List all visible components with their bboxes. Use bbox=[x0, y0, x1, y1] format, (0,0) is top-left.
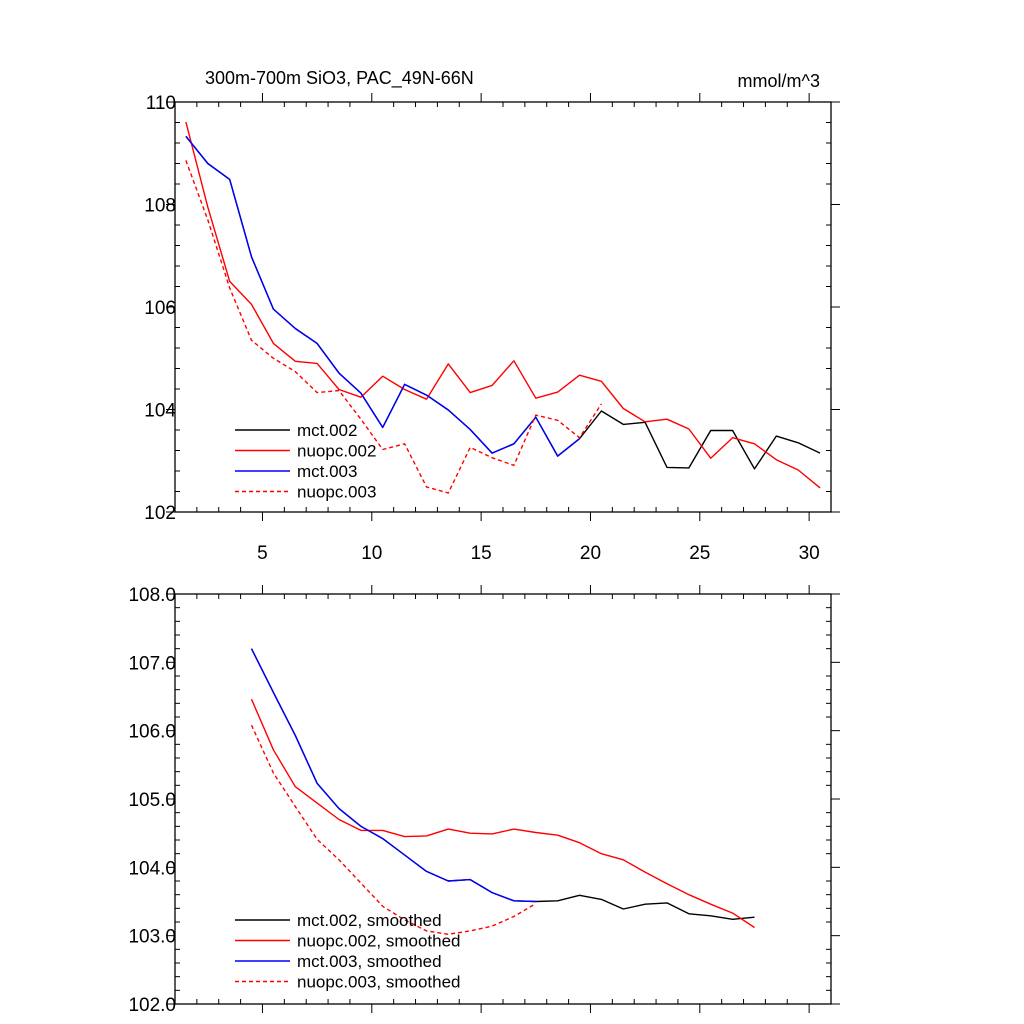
legend-label: nuopc.003, smoothed bbox=[297, 973, 461, 992]
legend-label: nuopc.002, smoothed bbox=[297, 932, 461, 951]
y-tick-label: 108 bbox=[144, 196, 176, 217]
y-tick-label: 102.0 bbox=[128, 995, 176, 1016]
top-panel: 5 10 15 20 25 30 102 104 106 108 110 mct.002 nuopc.0… bbox=[144, 93, 840, 564]
series-line-1 bbox=[185, 121, 821, 489]
y-tick-label: 108.0 bbox=[128, 585, 176, 606]
x-tick-label: 15 bbox=[471, 543, 492, 564]
y-tick-label: 103.0 bbox=[128, 927, 176, 948]
y-tick-label: 106.0 bbox=[128, 722, 176, 743]
x-tick-label: 25 bbox=[689, 543, 710, 564]
series-line-2 bbox=[250, 648, 536, 903]
legend-label: mct.003, smoothed bbox=[297, 952, 442, 971]
series-line-3 bbox=[250, 724, 537, 935]
legend-label: mct.002 bbox=[297, 421, 357, 440]
y-tick-label: 105.0 bbox=[128, 790, 176, 811]
y-tick-label: 102 bbox=[144, 503, 176, 524]
x-tick-label: 30 bbox=[799, 543, 820, 564]
legend-label: mct.003 bbox=[297, 462, 357, 481]
legend-label: nuopc.003 bbox=[297, 483, 376, 502]
bottom-panel: 102.0 103.0 104.0 105.0 106.0 107.0 108.0 mct.0… bbox=[128, 585, 840, 1016]
y-tick-label: 107.0 bbox=[128, 653, 176, 674]
units-label: mmol/m^3 bbox=[738, 71, 820, 91]
y-tick-label: 110 bbox=[146, 93, 176, 114]
x-tick-label: 10 bbox=[361, 543, 382, 564]
series-line-1 bbox=[250, 698, 755, 929]
legend-label: nuopc.002 bbox=[297, 442, 376, 461]
chart-title: 300m-700m SiO3, PAC_49N-66N bbox=[205, 68, 474, 89]
y-tick-label: 106 bbox=[144, 298, 176, 319]
series-line-3 bbox=[185, 160, 602, 494]
y-tick-label: 104 bbox=[144, 401, 176, 422]
x-tick-label: 20 bbox=[580, 543, 601, 564]
series-line-2 bbox=[185, 135, 580, 457]
y-tick-label: 104.0 bbox=[128, 858, 176, 879]
legend-label: mct.002, smoothed bbox=[297, 911, 442, 930]
x-tick-label: 5 bbox=[257, 543, 268, 564]
